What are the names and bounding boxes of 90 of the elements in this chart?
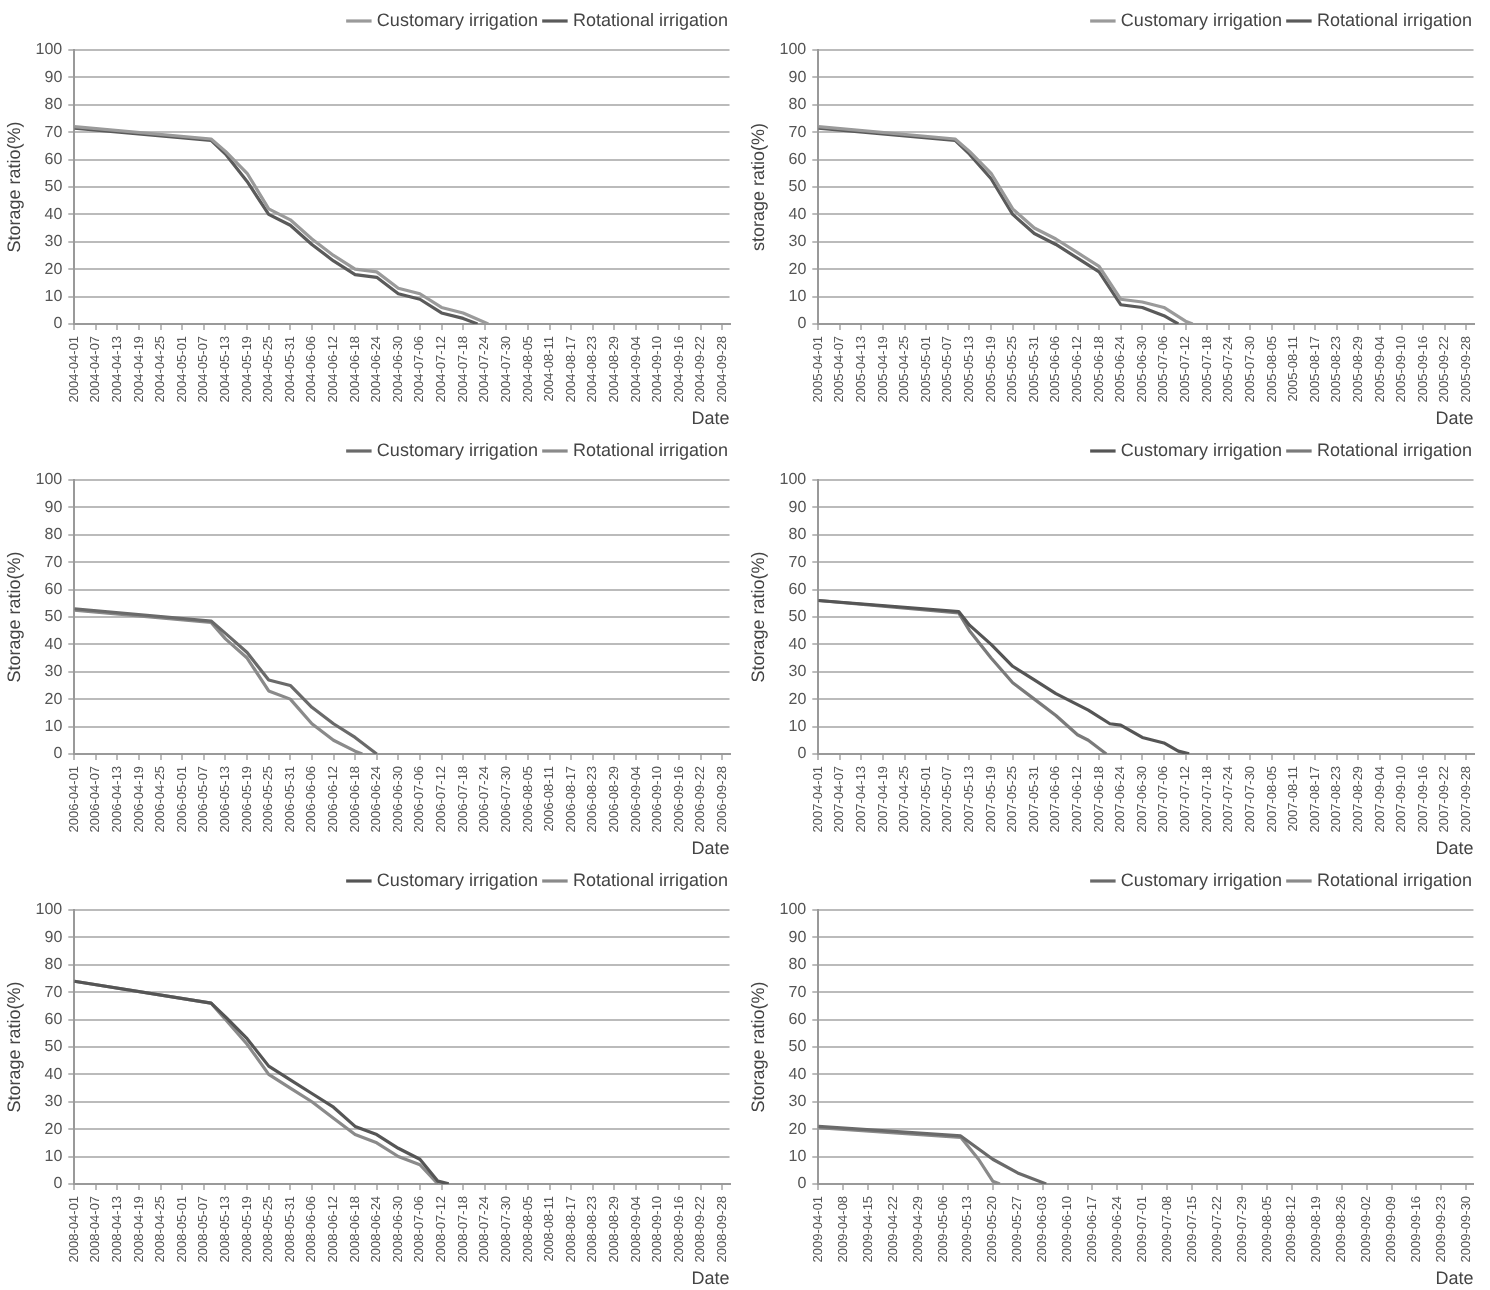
- y-tick-label: 40: [788, 1064, 808, 1083]
- x-axis-title: Date: [691, 1268, 730, 1289]
- y-axis-title: Storage ratio(%): [747, 551, 768, 683]
- y-tick-label: 50: [44, 177, 64, 196]
- y-tick-label: 60: [44, 149, 64, 168]
- y-axis-title: Storage ratio(%): [3, 121, 24, 253]
- y-tick-label: 70: [788, 122, 808, 141]
- y-tick-label: 100: [35, 40, 64, 59]
- y-tick-label: 90: [788, 497, 808, 516]
- y-tick-label: 90: [788, 67, 808, 86]
- y-tick-label: 40: [44, 1064, 64, 1083]
- y-tick-label: 20: [44, 1119, 64, 1138]
- legend-label: Rotational irrigation: [572, 9, 729, 30]
- legend-label: Customary irrigation: [1120, 9, 1282, 30]
- y-tick-label: 80: [44, 95, 64, 114]
- y-tick-label: 100: [35, 470, 64, 489]
- legend-label: Rotational irrigation: [1316, 9, 1473, 30]
- y-tick-label: 0: [797, 1174, 808, 1193]
- y-tick-label: 0: [797, 314, 808, 333]
- y-tick-label: 30: [44, 232, 64, 251]
- y-tick-label: 40: [788, 634, 808, 653]
- y-tick-label: 0: [53, 744, 64, 763]
- y-tick-label: 100: [35, 900, 64, 919]
- y-tick-label: 10: [788, 716, 808, 735]
- y-tick-label: 60: [44, 1009, 64, 1028]
- y-tick-label: 0: [53, 314, 64, 333]
- y-tick-label: 70: [44, 982, 64, 1001]
- y-tick-label: 20: [788, 1119, 808, 1138]
- x-axis-title: Date: [1435, 408, 1474, 429]
- y-tick-label: 80: [44, 955, 64, 974]
- x-axis-title: Date: [1435, 1268, 1474, 1289]
- y-tick-label: 30: [788, 662, 808, 681]
- y-tick-label: 40: [44, 634, 64, 653]
- y-tick-label: 20: [44, 259, 64, 278]
- y-tick-label: 70: [44, 552, 64, 571]
- y-axis-title: Storage ratio(%): [3, 551, 24, 683]
- y-tick-label: 90: [44, 927, 64, 946]
- y-tick-label: 70: [44, 122, 64, 141]
- y-tick-label: 40: [44, 204, 64, 223]
- y-tick-label: 50: [44, 1037, 64, 1056]
- y-tick-label: 20: [788, 689, 808, 708]
- y-axis-title: Storage ratio(%): [3, 981, 24, 1113]
- legend-label: Customary irrigation: [376, 869, 538, 890]
- y-tick-label: 80: [44, 525, 64, 544]
- legend-label: Customary irrigation: [1120, 439, 1282, 460]
- y-tick-label: 60: [788, 1009, 808, 1028]
- y-tick-label: 50: [788, 607, 808, 626]
- legend-label: Customary irrigation: [376, 439, 538, 460]
- y-tick-label: 100: [779, 470, 808, 489]
- y-tick-label: 90: [44, 497, 64, 516]
- x-axis-title: Date: [691, 838, 730, 859]
- y-tick-label: 10: [44, 1146, 64, 1165]
- y-tick-label: 60: [788, 579, 808, 598]
- x-axis-title: Date: [1435, 838, 1474, 859]
- x-axis-title: Date: [691, 408, 730, 429]
- y-tick-label: 30: [44, 662, 64, 681]
- y-tick-label: 10: [44, 286, 64, 305]
- y-tick-label: 80: [788, 95, 808, 114]
- legend-label: Rotational irrigation: [1316, 869, 1473, 890]
- legend-label: Customary irrigation: [376, 9, 538, 30]
- y-tick-label: 10: [788, 1146, 808, 1165]
- y-tick-label: 70: [788, 552, 808, 571]
- legend-label: Rotational irrigation: [1316, 439, 1473, 460]
- y-tick-label: 30: [44, 1092, 64, 1111]
- y-tick-label: 0: [797, 744, 808, 763]
- y-tick-label: 20: [788, 259, 808, 278]
- y-tick-label: 10: [44, 716, 64, 735]
- legend-label: Rotational irrigation: [572, 439, 729, 460]
- y-tick-label: 40: [788, 204, 808, 223]
- y-tick-label: 50: [44, 607, 64, 626]
- y-tick-label: 20: [44, 689, 64, 708]
- y-tick-label: 60: [788, 149, 808, 168]
- y-tick-label: 90: [788, 927, 808, 946]
- y-tick-label: 70: [788, 982, 808, 1001]
- y-tick-label: 90: [44, 67, 64, 86]
- y-axis-title: Storage ratio(%): [747, 981, 768, 1113]
- y-tick-label: 60: [44, 579, 64, 598]
- legend-label: Customary irrigation: [1120, 869, 1282, 890]
- y-tick-label: 30: [788, 1092, 808, 1111]
- y-tick-label: 80: [788, 525, 808, 544]
- y-axis-title: storage ratio(%): [747, 122, 768, 251]
- legend-label: Rotational irrigation: [572, 869, 729, 890]
- y-tick-label: 100: [779, 40, 808, 59]
- y-tick-label: 0: [53, 1174, 64, 1193]
- y-tick-label: 80: [788, 955, 808, 974]
- y-tick-label: 30: [788, 232, 808, 251]
- y-tick-label: 50: [788, 177, 808, 196]
- y-tick-label: 10: [788, 286, 808, 305]
- y-tick-label: 100: [779, 900, 808, 919]
- y-tick-label: 50: [788, 1037, 808, 1056]
